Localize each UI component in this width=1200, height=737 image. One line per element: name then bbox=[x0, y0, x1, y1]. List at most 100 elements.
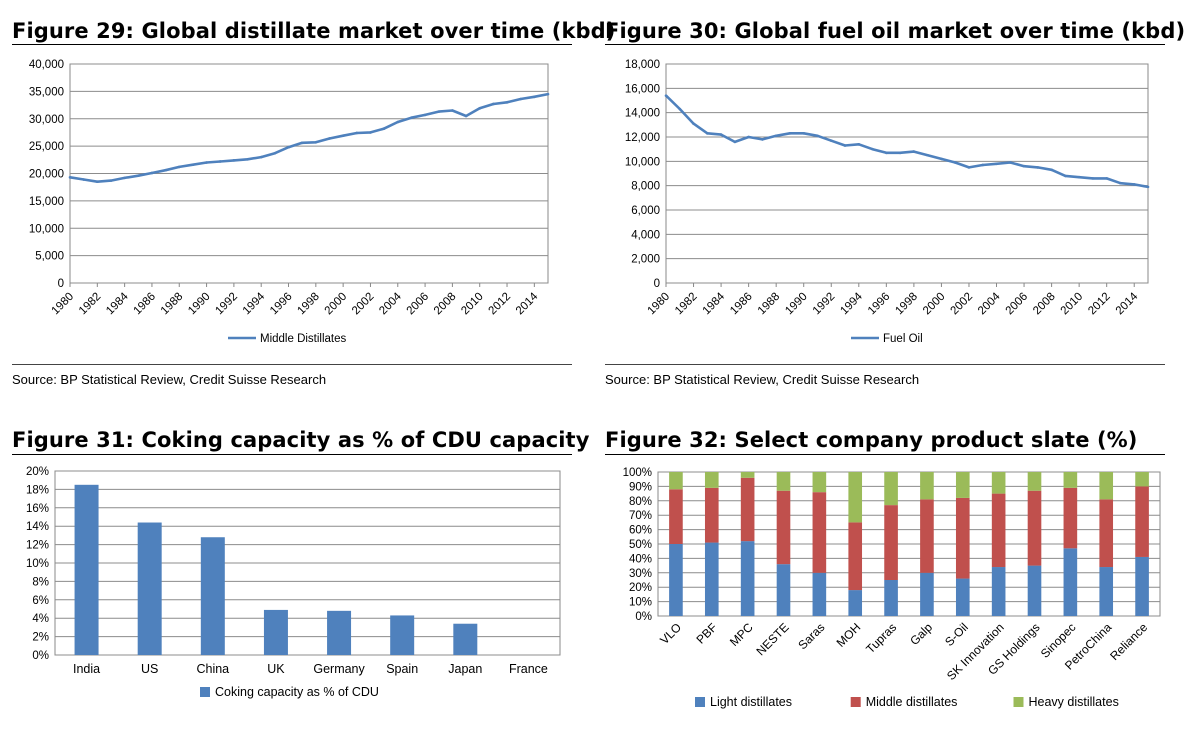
figure-32-top-rule bbox=[605, 454, 1165, 455]
fig30-data-point bbox=[926, 153, 929, 157]
fig29-y-tick-label: 15,000 bbox=[29, 196, 64, 208]
fig30-x-tick-label: 2010 bbox=[1059, 291, 1086, 318]
fig32-bar bbox=[669, 489, 683, 544]
fig30-data-point bbox=[816, 134, 819, 138]
fig30-x-tick-label: 1992 bbox=[811, 291, 838, 318]
fig29-data-point bbox=[300, 141, 304, 145]
fig32-bar bbox=[1063, 472, 1078, 488]
fig32-x-tick-label: Galp bbox=[907, 620, 935, 648]
figure-29-source: Source: BP Statistical Review, Credit Su… bbox=[12, 372, 327, 387]
fig29-data-point bbox=[437, 110, 441, 113]
fig32-bar bbox=[704, 472, 719, 488]
fig32-bar bbox=[812, 572, 827, 616]
fig29-data-point bbox=[68, 176, 72, 179]
figure-30-top-rule bbox=[605, 44, 1165, 45]
fig29-x-tick-label: 2010 bbox=[459, 291, 486, 318]
fig32-bar bbox=[920, 572, 934, 616]
fig29-data-point bbox=[164, 168, 167, 172]
fig32-bar bbox=[1099, 472, 1114, 500]
fig29-data-point bbox=[492, 102, 495, 106]
fig31-x-tick-label: UK bbox=[267, 662, 285, 676]
fig30-x-tick-label: 2014 bbox=[1114, 290, 1141, 317]
fig32-bar bbox=[1135, 556, 1149, 616]
fig29-data-point bbox=[259, 155, 263, 159]
fig29-x-tick-label: 1980 bbox=[50, 291, 77, 318]
fig30-series-line bbox=[665, 94, 1149, 189]
fig29-y-tick-label: 40,000 bbox=[29, 59, 64, 71]
fig32-x-tick-label: MOH bbox=[834, 620, 864, 650]
fig29-data-point bbox=[205, 161, 208, 164]
fig32-bar bbox=[704, 487, 719, 543]
fig29-data-point bbox=[109, 179, 113, 182]
fig30-y-tick-label: 14,000 bbox=[625, 108, 660, 120]
fig29-data-point bbox=[246, 157, 249, 161]
fig32-bar bbox=[884, 505, 898, 580]
fig32-bar bbox=[812, 492, 827, 573]
fig30-x-tick-label: 1996 bbox=[866, 291, 893, 318]
fig32-bar bbox=[776, 564, 791, 616]
fig31-y-tick-label: 10% bbox=[26, 558, 49, 570]
fig32-bar bbox=[1135, 472, 1149, 487]
fig31-x-tick-label: Japan bbox=[448, 662, 482, 676]
fig32-bar bbox=[991, 567, 1006, 616]
fig30-y-tick-label: 2,000 bbox=[631, 254, 660, 266]
figure-30-source: Source: BP Statistical Review, Credit Su… bbox=[605, 372, 920, 387]
fig32-legend-label: Light distillates bbox=[710, 695, 792, 709]
fig32-x-tick-label: Reliance bbox=[1107, 620, 1150, 663]
fig29-data-point bbox=[546, 92, 550, 96]
figure-30-chart: 0 2,000 4,000 6,000 8,000 10,000 12,000 14,000 1… bbox=[625, 59, 1150, 345]
fig29-y-tick-label: 10,000 bbox=[29, 223, 64, 235]
fig30-data-point bbox=[1091, 177, 1095, 180]
fig30-data-point bbox=[1036, 166, 1040, 169]
fig31-x-tick-label: India bbox=[73, 662, 100, 676]
fig29-x-tick-label: 1988 bbox=[159, 291, 186, 318]
fig29-data-point bbox=[505, 101, 509, 104]
fig30-data-point bbox=[871, 147, 874, 151]
fig32-x-tick-label: MPC bbox=[727, 620, 756, 649]
fig31-y-tick-label: 20% bbox=[26, 466, 49, 478]
fig32-y-tick-label: 40% bbox=[629, 553, 652, 565]
fig29-data-point bbox=[451, 109, 454, 112]
fig29-data-point bbox=[287, 145, 290, 149]
fig32-bar bbox=[776, 490, 791, 565]
fig29-data-point bbox=[232, 159, 236, 162]
fig31-bar bbox=[200, 537, 225, 655]
fig30-data-point bbox=[995, 162, 998, 166]
fig29-x-tick-label: 2014 bbox=[514, 290, 541, 317]
fig30-x-tick-label: 1984 bbox=[701, 290, 728, 317]
fig30-data-point bbox=[940, 157, 943, 161]
fig30-x-tick-label: 1988 bbox=[756, 291, 783, 318]
fig29-x-tick-label: 1996 bbox=[268, 291, 295, 318]
fig31-bar bbox=[390, 615, 415, 655]
fig29-legend-label: Middle Distillates bbox=[260, 333, 347, 345]
fig29-x-tick-label: 2012 bbox=[487, 291, 514, 318]
fig32-y-tick-label: 100% bbox=[623, 467, 652, 479]
fig32-bar bbox=[848, 472, 863, 523]
fig32-bar bbox=[1099, 567, 1114, 616]
fig29-data-point bbox=[355, 131, 359, 135]
fig31-bar bbox=[137, 522, 162, 655]
fig30-data-point bbox=[664, 94, 668, 97]
fig32-bar bbox=[669, 544, 683, 616]
fig30-x-tick-label: 2004 bbox=[976, 290, 1003, 317]
fig30-data-point bbox=[829, 139, 833, 142]
fig32-bar bbox=[920, 472, 934, 500]
fig30-legend-label: Fuel Oil bbox=[883, 333, 923, 345]
fig30-x-tick-label: 1980 bbox=[646, 291, 673, 318]
fig29-data-point bbox=[314, 140, 318, 144]
fig30-x-tick-label: 1982 bbox=[673, 291, 700, 318]
fig30-x-tick-label: 1990 bbox=[783, 291, 810, 318]
fig32-x-tick-label: NESTE bbox=[753, 620, 791, 658]
fig32-y-tick-label: 20% bbox=[629, 582, 652, 594]
fig29-y-tick-label: 35,000 bbox=[29, 86, 64, 98]
fig32-x-tick-label: Saras bbox=[795, 620, 827, 652]
fig29-data-point bbox=[396, 120, 400, 124]
fig32-bar bbox=[1099, 499, 1114, 568]
fig32-bar bbox=[812, 472, 827, 493]
fig29-data-point bbox=[478, 107, 482, 110]
fig29-x-tick-label: 1998 bbox=[295, 291, 322, 318]
fig31-bar bbox=[453, 623, 478, 655]
fig30-y-tick-label: 0 bbox=[654, 278, 660, 290]
fig31-y-tick-label: 0% bbox=[32, 650, 49, 662]
figure-30-title: Figure 30: Global fuel oil market over t… bbox=[605, 19, 1186, 43]
